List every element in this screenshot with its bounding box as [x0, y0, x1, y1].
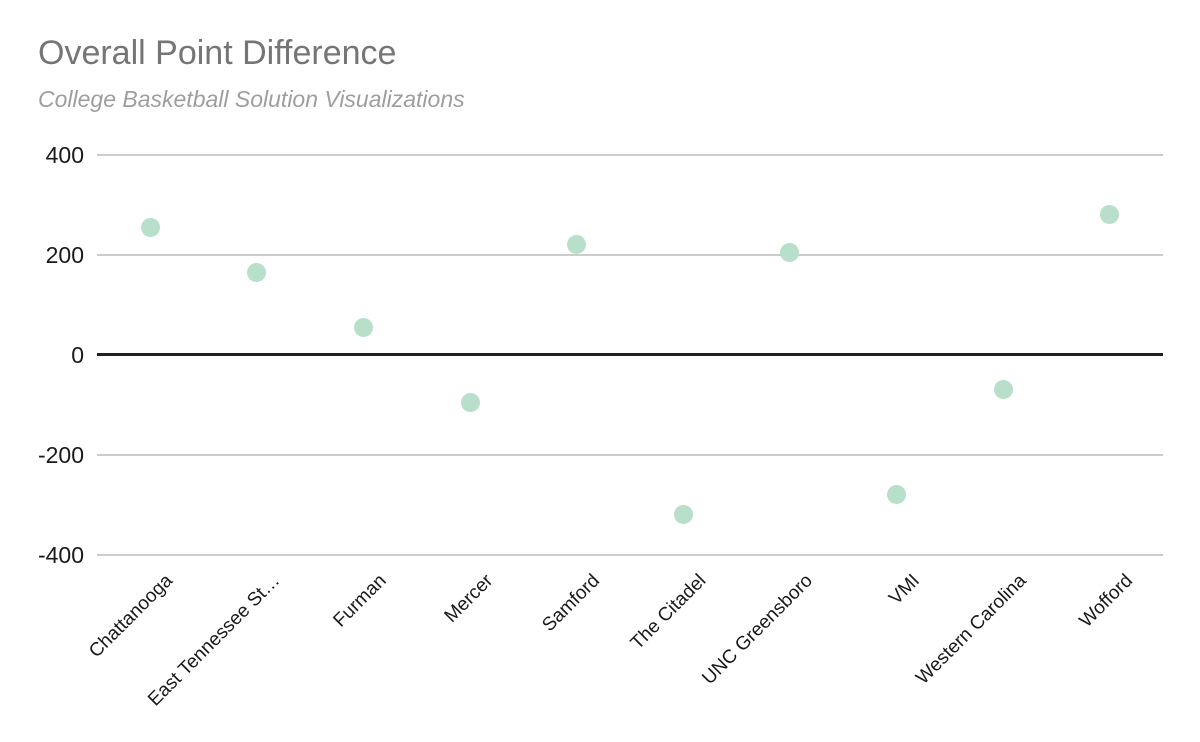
data-point-unc-greensboro[interactable]: [780, 242, 800, 262]
data-point-furman[interactable]: [354, 317, 373, 337]
data-point-vmi[interactable]: [887, 485, 906, 505]
x-axis-label: UNC Greensboro: [698, 570, 818, 689]
gridline: [97, 154, 1163, 156]
x-axis-label: Mercer: [440, 570, 498, 627]
data-point-western-carolina[interactable]: [993, 380, 1013, 400]
data-point-wofford[interactable]: [1100, 205, 1120, 225]
x-axis-label: Western Carolina: [911, 570, 1031, 689]
data-point-mercer[interactable]: [460, 392, 480, 412]
gridline: [97, 453, 1163, 456]
data-point-east-tennessee-st-[interactable]: [247, 262, 267, 282]
y-axis-tick-label: -200: [37, 441, 84, 468]
chart-title: Overall Point Difference: [38, 34, 397, 72]
gridline: [97, 553, 1163, 556]
chart-subtitle: College Basketball Solution Visualizatio…: [38, 86, 465, 112]
data-point-chattanooga[interactable]: [140, 217, 160, 237]
x-axis-zero-line: [97, 353, 1163, 357]
x-axis-label: Samford: [538, 570, 604, 636]
y-axis-tick-label: 200: [45, 241, 84, 268]
x-axis-label: VMI: [884, 570, 924, 610]
y-axis-tick-label: -400: [37, 541, 84, 568]
x-axis-label: The Citadel: [626, 570, 711, 654]
gridline: [97, 253, 1163, 256]
data-point-the-citadel[interactable]: [673, 505, 693, 525]
y-axis-tick-label: 400: [45, 142, 84, 168]
data-point-samford[interactable]: [567, 235, 587, 255]
y-axis-tick-label: 0: [71, 341, 84, 368]
x-axis-label: Chattanooga: [85, 570, 178, 663]
x-axis-label: Wofford: [1075, 570, 1137, 632]
x-axis-label: Furman: [329, 570, 391, 632]
